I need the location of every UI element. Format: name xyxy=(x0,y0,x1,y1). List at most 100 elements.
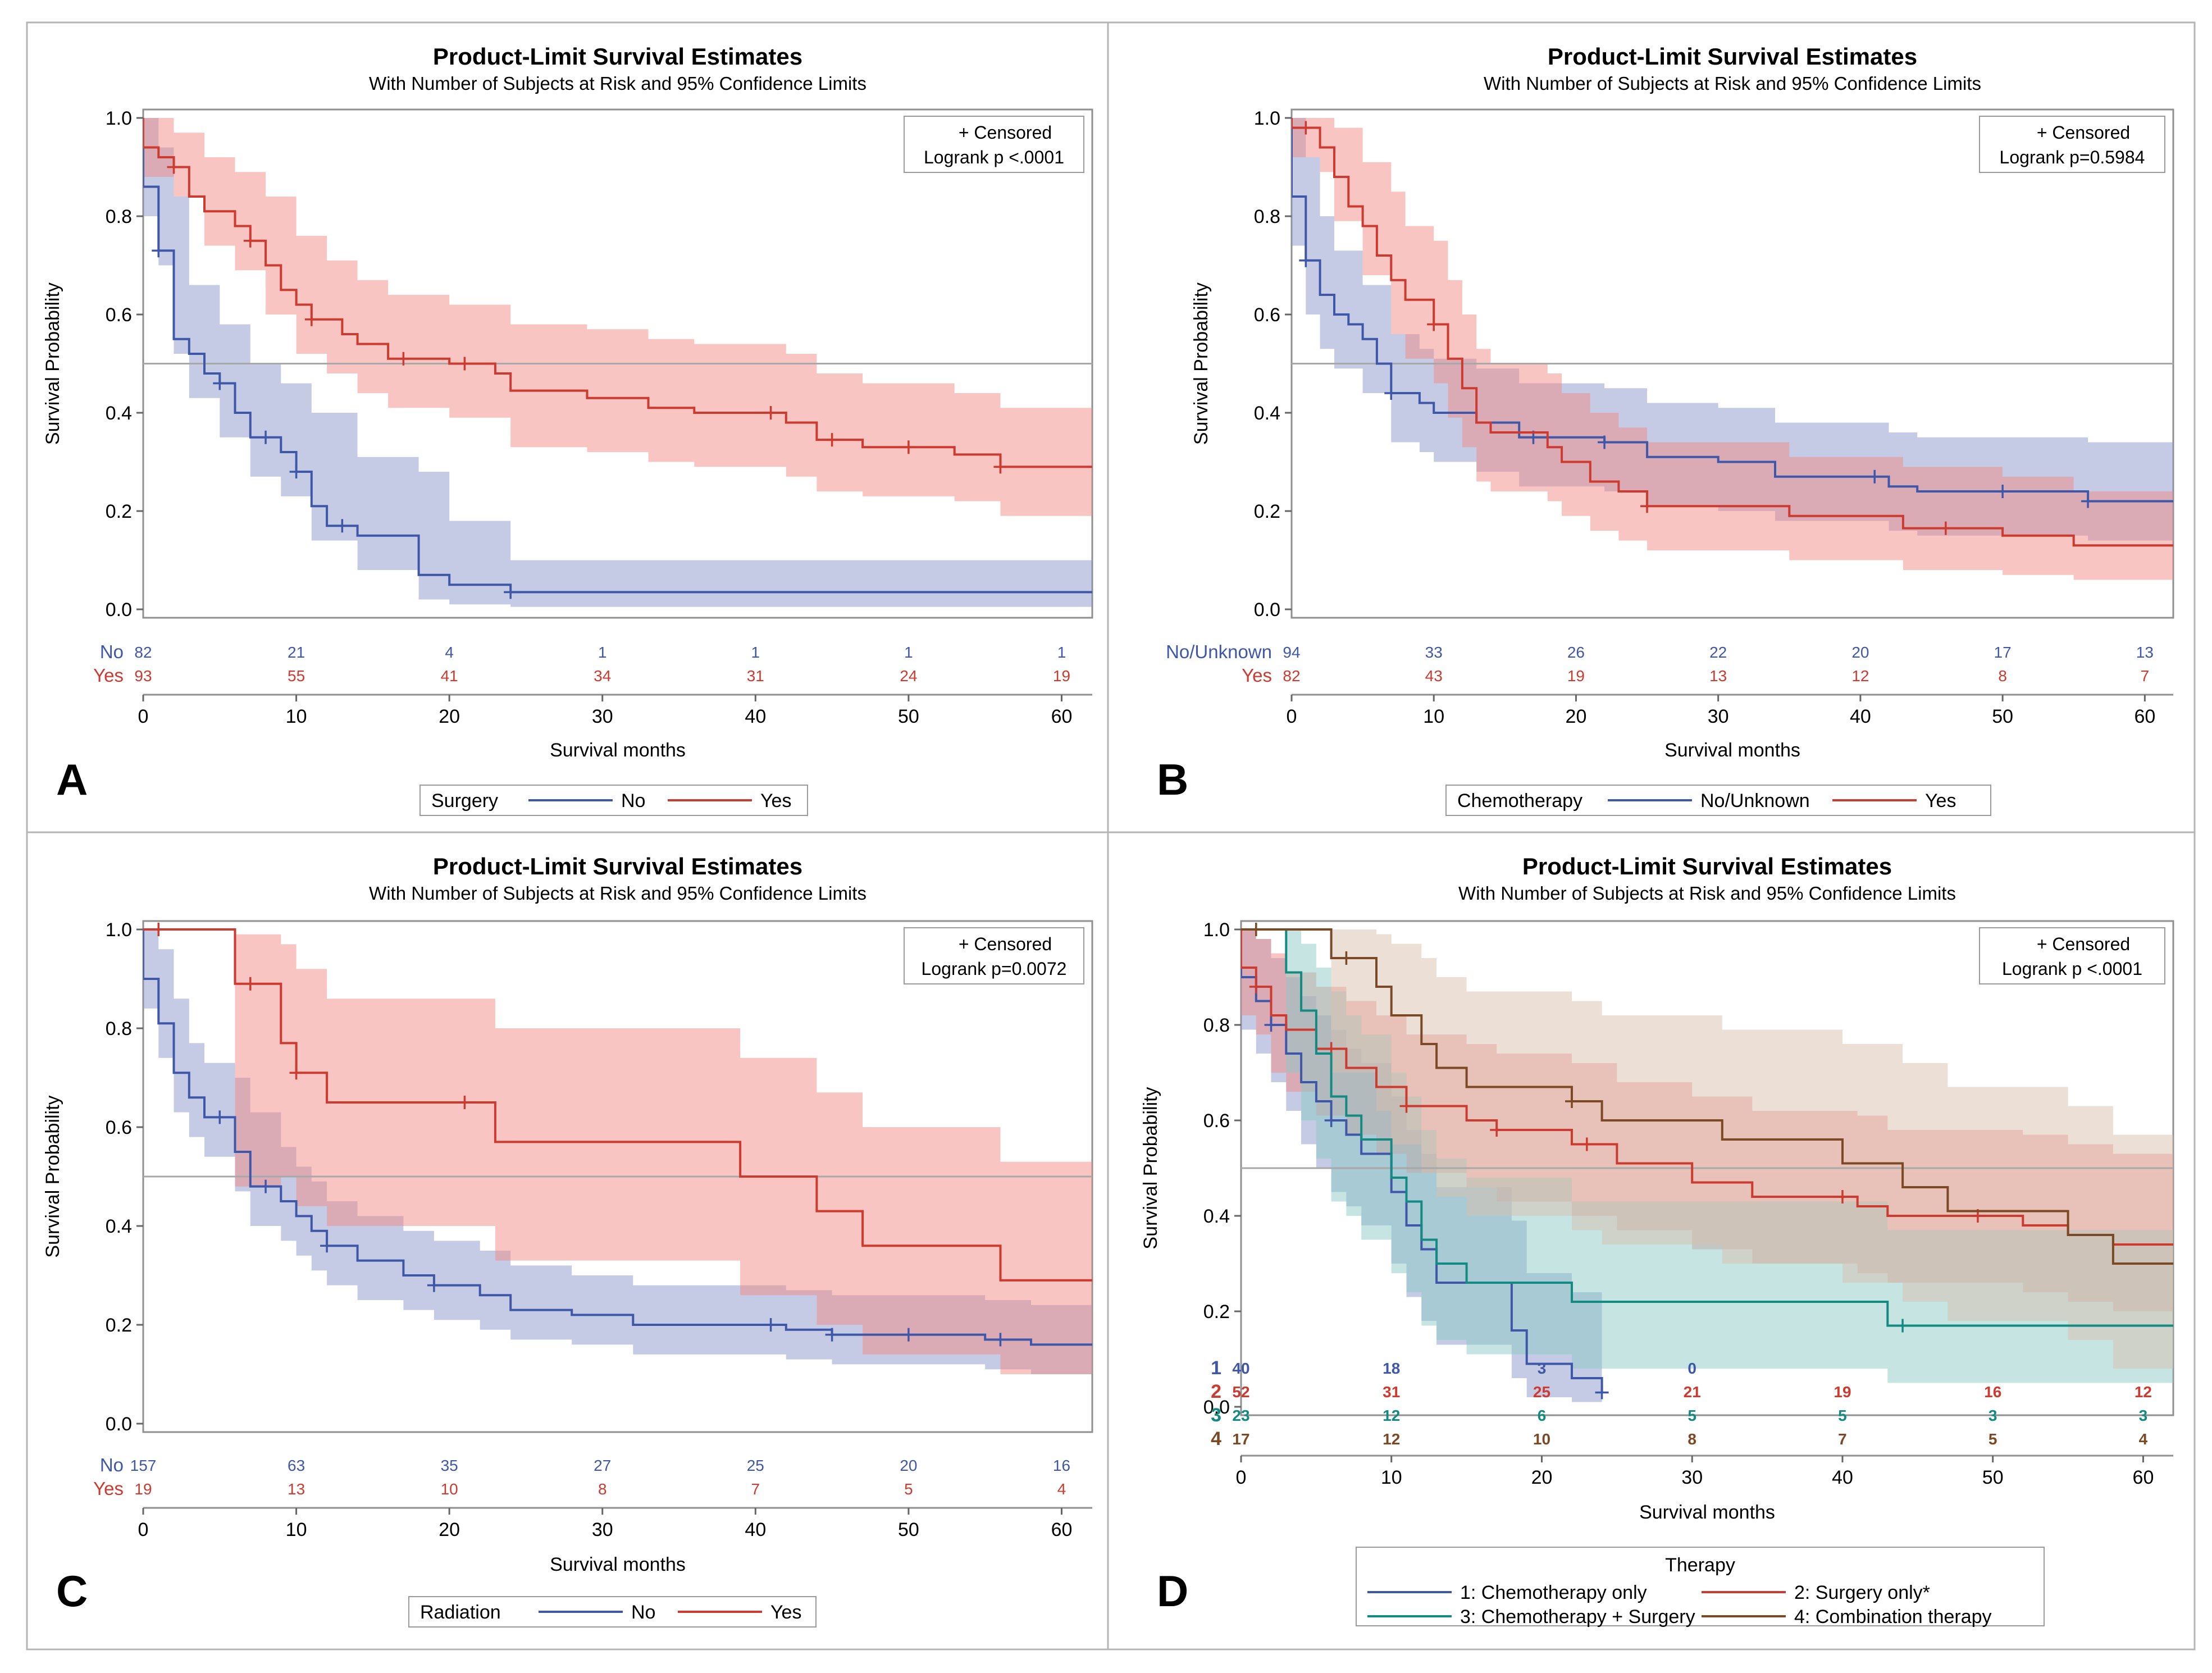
risk-count: 19 xyxy=(1053,667,1070,685)
legend-entry: No xyxy=(621,790,645,812)
risk-count: 8 xyxy=(1998,667,2007,685)
censor-mark xyxy=(320,1239,334,1253)
x-tick-label: 20 xyxy=(1531,1467,1553,1488)
confidence-band-2 xyxy=(143,118,1092,516)
risk-row-label: Yes xyxy=(1242,665,1272,686)
censor-mark xyxy=(1580,1137,1594,1151)
censor-mark xyxy=(825,1328,839,1342)
x-tick-label: 30 xyxy=(592,1519,613,1540)
logrank-note: Logrank p=0.5984 xyxy=(2000,147,2145,167)
y-tick-label: 1.0 xyxy=(1254,108,1280,129)
panel-letter: D xyxy=(1157,1566,1188,1616)
censor-mark xyxy=(1249,980,1263,993)
x-tick-label: 60 xyxy=(2133,1467,2154,1488)
chart-subtitle: With Number of Subjects at Risk and 95% … xyxy=(369,883,866,904)
figure-border xyxy=(26,21,2196,1651)
risk-count: 5 xyxy=(904,1480,913,1498)
censor-mark xyxy=(1640,499,1654,513)
censor-mark xyxy=(458,1096,472,1109)
x-tick-label: 40 xyxy=(1832,1467,1853,1488)
x-axis-label: Survival months xyxy=(550,740,686,761)
panel-letter: B xyxy=(1157,755,1188,804)
risk-count: 55 xyxy=(288,667,305,685)
risk-count: 12 xyxy=(1383,1430,1400,1448)
censor-mark xyxy=(167,160,181,174)
censor-mark xyxy=(764,406,778,420)
risk-count: 18 xyxy=(1383,1360,1400,1377)
legend-title: Surgery xyxy=(431,790,498,812)
survival-curve-1 xyxy=(1292,118,2173,503)
survival-curve-2 xyxy=(143,118,1092,468)
risk-count: 12 xyxy=(2135,1383,2152,1401)
risk-row-label: 3 xyxy=(1211,1405,1221,1426)
x-tick-label: 10 xyxy=(286,1519,307,1540)
risk-count: 24 xyxy=(900,667,917,685)
x-axis-label: Survival months xyxy=(550,1554,686,1575)
risk-count: 13 xyxy=(288,1480,305,1498)
x-tick-label: 40 xyxy=(745,1519,766,1540)
confidence-band-2 xyxy=(1292,118,2173,580)
y-tick-label: 0.0 xyxy=(106,1414,132,1435)
y-tick-label: 0.0 xyxy=(1254,599,1280,621)
legend-box xyxy=(1356,1547,2045,1626)
risk-count: 8 xyxy=(598,1480,607,1498)
risk-row-label: 1 xyxy=(1211,1357,1221,1379)
censor-mark xyxy=(1835,1190,1849,1204)
x-tick-label: 40 xyxy=(745,706,766,727)
censor-mark xyxy=(243,234,257,248)
risk-count: 3 xyxy=(2139,1407,2148,1424)
panel-d: Product-Limit Survival Estimates With Num… xyxy=(1107,831,2196,1651)
risk-count: 27 xyxy=(594,1457,611,1474)
risk-count: 16 xyxy=(1984,1383,2001,1401)
risk-row-label: Yes xyxy=(93,665,124,686)
censor-mark xyxy=(259,1179,273,1193)
censor-mark xyxy=(1384,386,1398,400)
censor-mark xyxy=(2081,494,2095,508)
risk-count: 21 xyxy=(288,644,305,661)
risk-count: 4 xyxy=(2139,1430,2148,1448)
risk-count: 12 xyxy=(1383,1407,1400,1424)
legend-entry: Yes xyxy=(770,1602,801,1623)
censor-mark xyxy=(427,1278,441,1292)
confidence-band-2 xyxy=(143,929,1092,1374)
x-tick-label: 50 xyxy=(1992,706,2013,727)
legend-entry: Yes xyxy=(760,790,791,812)
annotation-box xyxy=(1979,927,2165,984)
logrank-note: Logrank p <.0001 xyxy=(2002,959,2142,979)
logrank-note: Logrank p <.0001 xyxy=(924,147,1064,167)
plot-content xyxy=(143,923,1092,1374)
censored-note: + Censored xyxy=(2037,122,2130,143)
risk-count: 4 xyxy=(445,644,454,661)
x-tick-label: 0 xyxy=(1236,1467,1247,1488)
y-tick-label: 0.2 xyxy=(106,501,132,522)
risk-count: 16 xyxy=(1053,1457,1070,1474)
x-tick-label: 40 xyxy=(1850,706,1871,727)
risk-count: 157 xyxy=(130,1457,157,1474)
legend-entry: 4: Combination therapy xyxy=(1794,1606,1992,1628)
risk-count: 13 xyxy=(1709,667,1727,685)
panel-a: Product-Limit Survival Estimates With Num… xyxy=(26,21,1109,833)
survival-curve-2 xyxy=(1292,118,2173,547)
risk-count: 10 xyxy=(1533,1430,1550,1448)
censor-mark xyxy=(764,1318,778,1332)
y-axis-label: Survival Probability xyxy=(42,1095,63,1257)
risk-row-label: 4 xyxy=(1211,1428,1221,1449)
y-tick-label: 1.0 xyxy=(1203,919,1230,941)
x-tick-label: 50 xyxy=(898,706,919,727)
censor-mark xyxy=(1299,121,1313,135)
risk-count: 23 xyxy=(1232,1407,1249,1424)
risk-count: 12 xyxy=(1851,667,1869,685)
risk-count: 25 xyxy=(1533,1383,1550,1401)
risk-count: 17 xyxy=(1232,1430,1249,1448)
survival-curve-1 xyxy=(143,118,1092,594)
chart-subtitle: With Number of Subjects at Risk and 95% … xyxy=(1458,883,1956,904)
censor-mark xyxy=(152,244,166,258)
legend-entry: Yes xyxy=(1925,790,1956,812)
legend-entry: 3: Chemotherapy + Surgery xyxy=(1460,1606,1695,1628)
chart-title: Product-Limit Survival Estimates xyxy=(1522,853,1892,879)
chart-subtitle: With Number of Subjects at Risk and 95% … xyxy=(369,73,866,94)
y-axis-label: Survival Probability xyxy=(1140,1087,1161,1249)
risk-count: 7 xyxy=(751,1480,760,1498)
legend-title: Radiation xyxy=(420,1602,501,1623)
